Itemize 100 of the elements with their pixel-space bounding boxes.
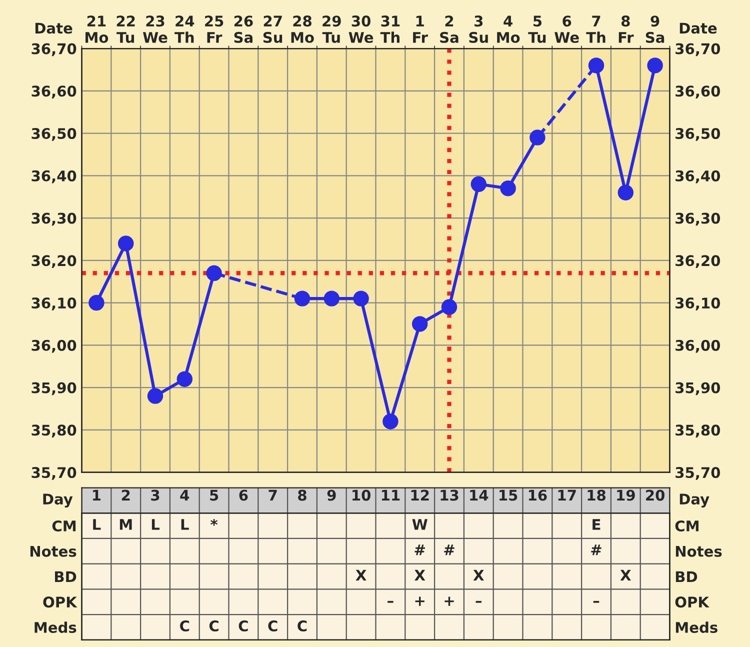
y-tick-label: 36,40 bbox=[32, 170, 76, 184]
y-tick-label: 36,30 bbox=[32, 212, 76, 226]
y2-tick-label: OPK bbox=[675, 596, 710, 608]
text: # bbox=[444, 544, 454, 556]
x-tick-label: 7 Th bbox=[586, 16, 606, 43]
y-tick-label: BD bbox=[55, 571, 76, 582]
text: L bbox=[93, 519, 101, 530]
y-tick-label: Meds bbox=[34, 622, 76, 633]
x-tick-label: 28 Mo bbox=[291, 16, 314, 43]
x-tick-label: 22 Tu bbox=[116, 16, 135, 43]
text: + bbox=[444, 596, 454, 606]
x-tick-label: 3 bbox=[151, 490, 160, 501]
y2-tick-label: 35,70 bbox=[676, 467, 720, 480]
x-tick-label: 19 bbox=[617, 490, 635, 501]
text: – bbox=[476, 600, 482, 603]
y-tick-label: 35,80 bbox=[32, 424, 76, 438]
x-tick-label: 6 bbox=[239, 490, 248, 501]
y2-tick-label: 36,60 bbox=[676, 86, 720, 99]
text: Day bbox=[680, 494, 710, 508]
y2-tick-label: Meds bbox=[676, 622, 718, 633]
x-axis-title: Date bbox=[35, 22, 72, 34]
x-tick-label: 6 We bbox=[554, 16, 579, 43]
text: X bbox=[473, 570, 484, 580]
text: – bbox=[388, 600, 394, 603]
x-tick-label: 29 Tu bbox=[322, 16, 341, 43]
y-tick-label: 36,00 bbox=[32, 340, 76, 353]
x-tick-label: 17 bbox=[558, 490, 576, 501]
text: – bbox=[593, 600, 600, 603]
x-tick-label: 5 Tu bbox=[528, 16, 546, 43]
y2-tick-label: 36,50 bbox=[676, 128, 720, 141]
y2-tick-label: 35,80 bbox=[676, 424, 720, 438]
x-tick-label: 4 Mo bbox=[497, 16, 520, 43]
y2-tick-label: 35,90 bbox=[676, 382, 720, 396]
y-tick-label: 36,50 bbox=[32, 128, 76, 141]
x-tick-label: 9 bbox=[327, 490, 336, 501]
x-tick-label: 2 Sa bbox=[440, 16, 458, 43]
x-tick-label: 14 bbox=[470, 490, 488, 501]
text: # bbox=[414, 544, 425, 556]
x-tick-label: 4 bbox=[180, 490, 190, 501]
x-tick-label: 8 Fr bbox=[618, 16, 634, 43]
text: # bbox=[591, 544, 602, 556]
text: C bbox=[238, 620, 248, 632]
text: C bbox=[209, 620, 218, 632]
x-tick-label: 27 Su bbox=[263, 16, 282, 43]
y2-tick-label: 36,10 bbox=[676, 298, 720, 310]
text: C bbox=[268, 620, 278, 632]
y2-tick-label: 36,20 bbox=[676, 255, 720, 268]
x-tick-label: 16 bbox=[528, 490, 547, 501]
y2-tick-label: 36,40 bbox=[676, 170, 720, 184]
text: M bbox=[120, 519, 132, 530]
y2-tick-label: 36,30 bbox=[676, 212, 720, 226]
x-tick-label: 21 Mo bbox=[86, 16, 108, 43]
y2-tick-label: 36,70 bbox=[676, 43, 720, 56]
x-tick-label: 2 bbox=[122, 490, 130, 501]
x-tick-label: 1 bbox=[93, 490, 101, 501]
text: + bbox=[415, 596, 424, 606]
x-tick-label: 12 bbox=[411, 490, 429, 501]
text: X bbox=[414, 570, 426, 580]
y-tick-label: OPK bbox=[43, 596, 78, 608]
x-tick-label: 31 Th bbox=[380, 16, 400, 43]
text: C bbox=[298, 620, 307, 632]
x-tick-label: 24 Th bbox=[174, 16, 194, 43]
y-tick-label: 36,20 bbox=[32, 255, 76, 268]
x-tick-label: 8 bbox=[298, 490, 306, 501]
y2-tick-label: 36,00 bbox=[676, 340, 720, 353]
text: E bbox=[592, 519, 600, 530]
y2-tick-label: BD bbox=[676, 571, 698, 582]
y-tick-label: 36,70 bbox=[32, 43, 76, 56]
y-tick-label: 36,60 bbox=[32, 86, 76, 99]
y-tick-label: 35,90 bbox=[32, 382, 76, 396]
text: W bbox=[412, 519, 428, 530]
x-tick-label: 1 Fr bbox=[413, 16, 428, 43]
y-tick-label: 35,70 bbox=[32, 467, 76, 480]
x-tick-label: 18 bbox=[588, 490, 606, 501]
x-tick-label: 26 Sa bbox=[234, 16, 253, 43]
x-tick-label: 9 Sa bbox=[646, 16, 664, 43]
text: L bbox=[181, 519, 189, 530]
y-tick-label: Notes bbox=[30, 546, 76, 557]
y2-tick-label: CM bbox=[675, 520, 698, 532]
text: Date bbox=[680, 22, 717, 34]
x-tick-label: 5 bbox=[210, 490, 218, 501]
x-tick-label: 11 bbox=[382, 490, 400, 501]
x-tick-label: 25 Fr bbox=[205, 16, 224, 43]
text: X bbox=[356, 570, 366, 580]
x-tick-label: 30 We bbox=[348, 16, 374, 43]
x-tick-label: 3 Su bbox=[469, 16, 488, 43]
x-tick-label: 15 bbox=[500, 490, 518, 501]
text: * bbox=[210, 518, 218, 526]
text: C bbox=[180, 620, 190, 632]
x-tick-label: 20 bbox=[646, 490, 664, 501]
y-tick-label: CM bbox=[52, 520, 76, 532]
y-tick-label: 36,10 bbox=[32, 298, 76, 310]
x-tick-label: 10 bbox=[352, 490, 370, 501]
text: L bbox=[152, 519, 160, 530]
text: X bbox=[620, 570, 631, 580]
x-tick-label: 7 bbox=[268, 490, 277, 501]
x-axis-title: Day bbox=[43, 494, 73, 508]
x-tick-label: 13 bbox=[440, 490, 458, 501]
y2-tick-label: Notes bbox=[676, 546, 722, 557]
x-tick-label: 23 We bbox=[142, 16, 168, 43]
